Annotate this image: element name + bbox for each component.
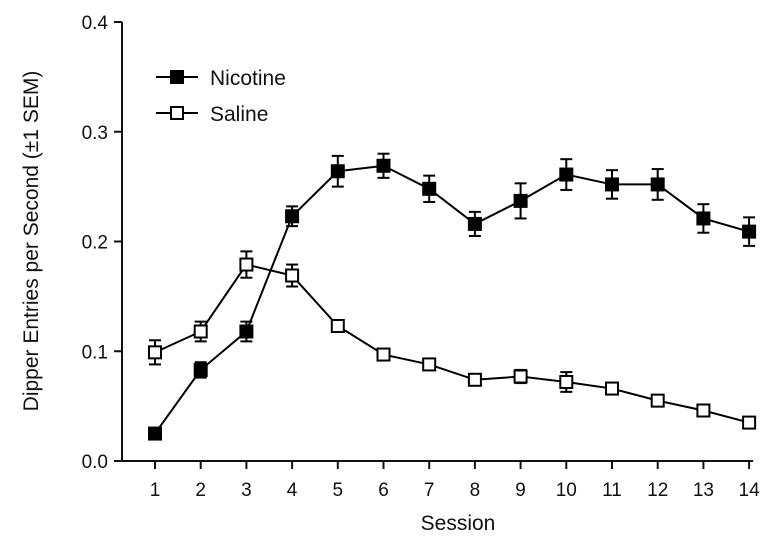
- legend-label: Saline: [210, 103, 268, 126]
- x-tick-label: 5: [333, 480, 344, 501]
- data-point: [148, 426, 162, 441]
- data-point: [513, 193, 528, 208]
- data-point: [285, 209, 300, 224]
- x-tick-label: 2: [195, 480, 206, 501]
- series-line: [154, 164, 750, 435]
- y-tick-label: 0.3: [82, 123, 108, 144]
- series-nicotine: [148, 152, 757, 441]
- data-point: [467, 216, 482, 231]
- data-point: [239, 324, 254, 339]
- x-tick-label: 12: [647, 480, 668, 501]
- data-point: [559, 374, 574, 389]
- data-point: [330, 319, 345, 334]
- x-tick-label: 14: [739, 480, 761, 501]
- data-point: [467, 372, 482, 387]
- x-tick-label: 9: [515, 480, 526, 501]
- y-axis-title: Dipper Entries per Second (±1 SEM): [20, 71, 43, 412]
- series-saline: [148, 250, 757, 430]
- y-tick-label: 0.2: [82, 233, 108, 254]
- data-point: [696, 403, 711, 418]
- data-point: [148, 345, 162, 360]
- data-point: [285, 268, 300, 283]
- data-point: [422, 181, 437, 196]
- data-point: [696, 211, 711, 226]
- x-tick-label: 10: [556, 480, 577, 501]
- data-point: [513, 369, 528, 384]
- x-axis-title: Session: [421, 512, 496, 535]
- data-point: [605, 381, 619, 396]
- legend-marker: [170, 106, 184, 120]
- x-tick-label: 7: [424, 480, 435, 501]
- x-tick-label: 6: [378, 480, 389, 501]
- x-tick-label: 11: [602, 480, 622, 501]
- x-tick-label: 4: [287, 480, 298, 501]
- data-point: [559, 167, 574, 182]
- y-tick-label: 0.4: [82, 13, 109, 34]
- legend-marker: [170, 70, 184, 84]
- y-tick-label: 0.0: [82, 452, 108, 473]
- data-point: [422, 357, 437, 372]
- data-point: [239, 257, 254, 272]
- legend: Nicotine Saline: [156, 67, 286, 126]
- data-point: [376, 158, 391, 173]
- data-point: [193, 324, 208, 339]
- x-tick-label: 8: [470, 480, 481, 501]
- data-point: [742, 224, 757, 239]
- legend-label: Nicotine: [210, 67, 286, 90]
- data-point: [376, 347, 391, 362]
- y-axis-ticks: 0.0 0.1 0.2 0.3 0.4: [82, 13, 122, 473]
- data-point: [330, 164, 345, 179]
- data-point: [193, 362, 208, 377]
- y-tick-label: 0.1: [82, 342, 108, 363]
- series-line: [154, 263, 750, 424]
- x-axis-ticks: 1 2 3 4 5 6 7 8 9 10 11 12 13 14: [150, 461, 760, 501]
- data-point: [605, 177, 619, 192]
- legend-item-saline: Saline: [156, 103, 268, 126]
- data-point: [650, 393, 665, 408]
- data-point: [742, 415, 757, 430]
- series-layer: [148, 152, 757, 441]
- legend-item-nicotine: Nicotine: [156, 67, 286, 90]
- x-tick-label: 1: [150, 480, 161, 501]
- x-tick-label: 13: [693, 480, 714, 501]
- x-tick-label: 3: [241, 480, 252, 501]
- data-point: [650, 177, 665, 192]
